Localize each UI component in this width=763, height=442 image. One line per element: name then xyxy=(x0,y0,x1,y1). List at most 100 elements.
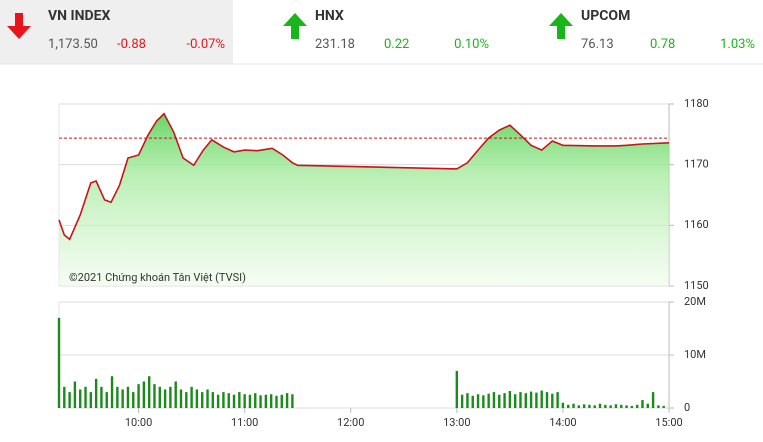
index-card: UPCOM 76.13 0.78 1.03% xyxy=(532,0,763,64)
index-card: VN INDEX 1,173.50 -0.88 -0.07% xyxy=(0,0,233,64)
volume-bar xyxy=(471,395,474,408)
volume-bar xyxy=(657,405,660,408)
volume-bar xyxy=(285,393,289,408)
volume-bar xyxy=(572,403,575,408)
volume-bar xyxy=(222,392,225,408)
volume-bar xyxy=(126,386,130,408)
index-name: VN INDEX xyxy=(48,8,111,24)
volume-bar xyxy=(593,405,596,408)
index-change: 0.22 xyxy=(384,37,410,52)
volume-bar xyxy=(498,394,501,408)
index-change: 0.78 xyxy=(650,37,676,52)
volume-bar xyxy=(620,404,623,408)
volume-bar xyxy=(630,405,634,408)
index-card: HNX 231.18 0.22 0.10% xyxy=(266,0,497,64)
volume-bar xyxy=(646,403,649,408)
volume-bar xyxy=(169,386,172,408)
volume-bar xyxy=(232,394,236,408)
volume-bar xyxy=(476,394,480,408)
volume-bar xyxy=(625,405,628,408)
trend-arrow xyxy=(549,13,573,39)
volume-bar xyxy=(275,395,278,408)
y-tick-label: 10M xyxy=(684,348,706,361)
index-name: HNX xyxy=(315,8,344,24)
volume-bar xyxy=(466,393,469,408)
volume-bar xyxy=(604,404,607,408)
volume-bar xyxy=(651,392,655,408)
volume-bar xyxy=(609,405,612,408)
x-tick-label: 13:00 xyxy=(443,416,470,429)
volume-bar xyxy=(482,395,485,408)
index-value: 231.18 xyxy=(315,37,355,52)
volume-bar xyxy=(492,392,496,408)
volume-bar xyxy=(243,394,246,408)
volume-bar xyxy=(455,370,459,408)
volume-bar xyxy=(577,405,581,408)
volume-bar xyxy=(211,392,215,408)
volume-bar xyxy=(588,404,591,408)
price-line xyxy=(58,112,670,241)
volume-bar xyxy=(227,393,230,408)
volume-bar xyxy=(195,389,199,408)
y-tick-label: 1150 xyxy=(684,279,709,292)
index-percent: 0.10% xyxy=(454,37,489,52)
volume-bar xyxy=(238,392,241,408)
volume-bar xyxy=(264,394,268,408)
index-value: 76.13 xyxy=(581,37,614,52)
y-tick-label: 1160 xyxy=(684,218,709,231)
volume-bar xyxy=(57,317,61,408)
x-tick-label: 10:00 xyxy=(125,416,152,429)
volume-bar xyxy=(110,376,114,408)
index-value: 1,173.50 xyxy=(48,37,98,52)
volume-bar xyxy=(142,381,146,408)
y-tick-label: 1180 xyxy=(684,97,709,110)
volume-bar xyxy=(132,392,135,408)
volume-bar xyxy=(174,381,177,408)
volume-bar xyxy=(68,392,71,408)
volume-bar xyxy=(529,391,533,408)
x-tick-label: 15:00 xyxy=(655,416,682,429)
volume-bar xyxy=(84,386,87,408)
volume-bar xyxy=(269,394,273,408)
index-name: UPCOM xyxy=(581,8,631,24)
volume-bar xyxy=(291,394,294,408)
trend-arrow xyxy=(7,13,31,39)
volume-bar xyxy=(259,395,262,408)
volume-bar xyxy=(641,400,644,408)
volume-bar xyxy=(179,389,183,408)
trend-arrow xyxy=(283,13,307,39)
volume-bar xyxy=(185,392,188,408)
volume-bar xyxy=(551,393,554,408)
index-percent: 1.03% xyxy=(720,37,755,52)
volume-bar xyxy=(556,392,559,408)
volume-bar xyxy=(116,386,119,408)
volume-bar xyxy=(598,403,602,408)
volume-bar xyxy=(561,402,565,408)
volume-bar xyxy=(503,393,506,408)
arrow-shape xyxy=(549,13,573,39)
volume-bar xyxy=(94,378,98,408)
volume-bar xyxy=(79,389,82,408)
index-change: -0.88 xyxy=(117,37,146,52)
volume-bar xyxy=(567,404,570,408)
volume-bar xyxy=(137,384,140,408)
volume-bar xyxy=(662,405,665,408)
volume-bar xyxy=(105,392,108,408)
x-tick-label: 12:00 xyxy=(337,416,364,429)
volume-bar xyxy=(153,384,156,408)
x-tick-label: 14:00 xyxy=(549,416,576,429)
arrow-shape xyxy=(283,13,307,39)
arrow-shape xyxy=(7,13,31,39)
volume-bar xyxy=(508,391,512,408)
volume-bar xyxy=(73,381,77,408)
volume-bar xyxy=(513,394,517,408)
copyright: ©2021 Chứng khoán Tân Việt (TVSI) xyxy=(69,271,246,284)
price-area xyxy=(59,113,669,286)
volume-bar xyxy=(248,394,252,408)
volume-bar xyxy=(158,386,161,408)
volume-bar xyxy=(535,392,538,408)
volume-bar xyxy=(190,386,193,408)
volume-bar xyxy=(614,404,618,408)
